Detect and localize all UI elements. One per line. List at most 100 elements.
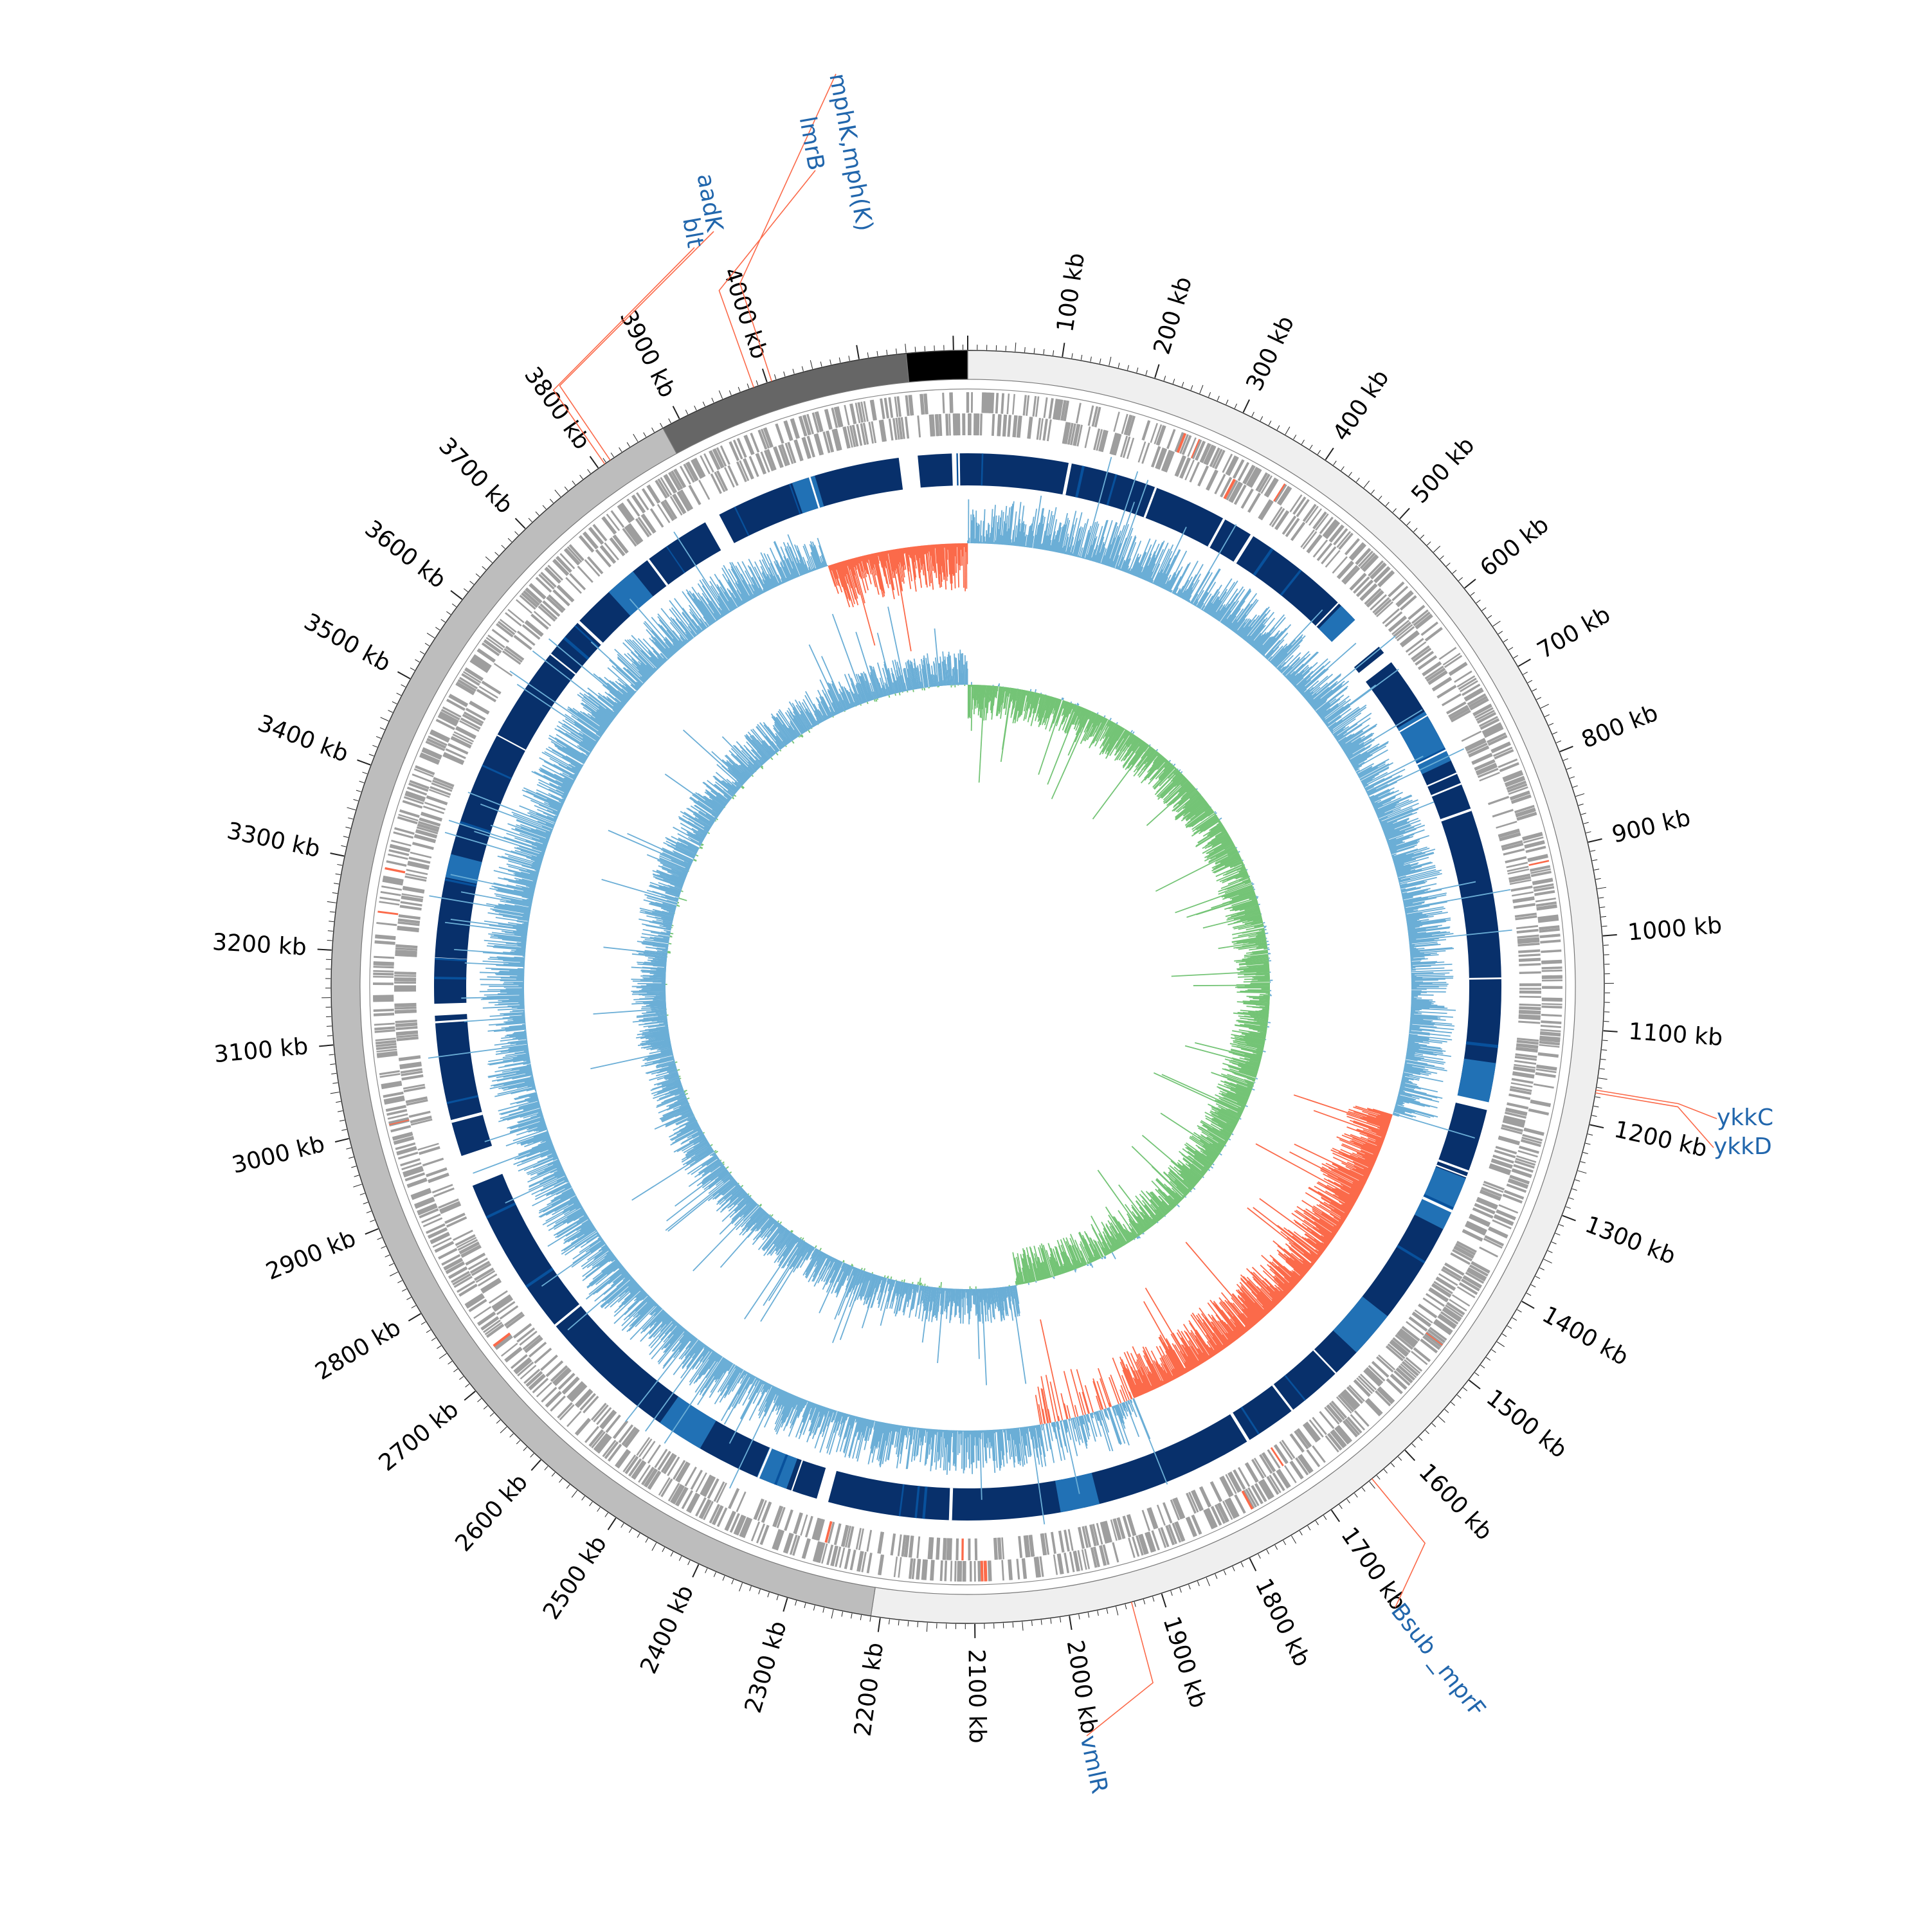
axis-tick <box>1498 631 1503 634</box>
tick-label: 3900 kb <box>615 306 681 402</box>
axis-tick <box>1326 448 1334 460</box>
axis-tick <box>703 402 705 406</box>
blast-identity-ring <box>434 453 1501 1521</box>
feature-mark <box>898 396 900 417</box>
feature-mark <box>1065 1553 1068 1573</box>
feature-mark <box>1036 397 1038 417</box>
feature-mark <box>399 916 421 918</box>
axis-tick <box>343 836 349 838</box>
axis-tick <box>1275 1545 1278 1549</box>
axis-tick <box>777 1595 778 1600</box>
axis-tick <box>1015 343 1016 352</box>
feature-mark <box>1534 1084 1554 1087</box>
axis-tick <box>1323 1515 1326 1520</box>
axis-tick <box>1379 496 1382 500</box>
axis-tick <box>1137 368 1138 373</box>
axis-tick <box>1573 786 1578 788</box>
feature-mark <box>835 1524 840 1545</box>
gc-bar <box>512 1010 525 1011</box>
feature-mark <box>632 496 644 512</box>
axis-tick <box>1566 1207 1571 1209</box>
blast-block-light <box>1055 1473 1100 1512</box>
tick-label: 4000 kb <box>718 264 772 362</box>
feature-mark <box>577 1420 590 1435</box>
feature-mark <box>374 967 394 968</box>
axis-tick <box>1069 1616 1072 1630</box>
axis-tick <box>545 1467 548 1470</box>
axis-tick <box>1155 365 1159 378</box>
axis-tick <box>1041 1620 1042 1625</box>
axis-tick <box>1182 382 1184 387</box>
feature-mark <box>1069 1530 1073 1551</box>
feature-mark <box>923 1559 924 1580</box>
feature-mark <box>1164 1503 1172 1523</box>
feature-mark <box>867 1530 871 1551</box>
axis-tick <box>813 1605 815 1611</box>
axis-tick <box>470 581 474 584</box>
axis-tick <box>360 1193 365 1195</box>
feature-mark <box>889 397 892 418</box>
tick-label: 1200 kb <box>1612 1116 1710 1162</box>
feature-mark <box>714 1506 723 1525</box>
feature-mark <box>611 510 624 527</box>
gc-bar <box>953 1431 954 1452</box>
tick-label: 3100 kb <box>213 1033 309 1068</box>
feature-mark <box>617 1450 629 1467</box>
feature-mark <box>428 1175 449 1182</box>
gc-bar <box>1191 572 1209 604</box>
feature-mark <box>1453 1295 1470 1306</box>
feature-mark <box>1480 1247 1498 1257</box>
axis-tick <box>896 348 897 354</box>
axis-tick <box>1347 1499 1350 1503</box>
tick-label: 1600 kb <box>1413 1459 1498 1546</box>
axis-tick <box>1301 440 1304 444</box>
gc-bar <box>1051 1423 1052 1427</box>
axis-tick <box>381 1246 386 1248</box>
axis-tick <box>660 423 663 428</box>
axis-tick <box>496 1420 500 1423</box>
feature-mark <box>1375 600 1391 615</box>
axis-tick <box>739 1583 743 1591</box>
axis-tick <box>1173 379 1175 384</box>
axis-tick <box>662 1548 665 1552</box>
feature-mark <box>403 887 424 891</box>
tick-label: 2600 kb <box>450 1469 533 1557</box>
gc-bar <box>977 1431 978 1461</box>
gc-bar <box>1411 970 1453 971</box>
axis-tick <box>768 1593 769 1598</box>
axis-tick <box>1486 1357 1490 1360</box>
feature-mark <box>699 480 709 500</box>
feature-mark <box>1249 493 1260 512</box>
axis-tick <box>1555 1233 1560 1235</box>
axis-tick <box>1393 509 1396 512</box>
axis-tick <box>582 1496 585 1500</box>
axis-tick <box>1526 1293 1531 1296</box>
axis-tick <box>1566 768 1571 770</box>
axis-tick <box>482 566 486 570</box>
axis-tick <box>331 853 345 856</box>
feature-mark <box>1168 429 1175 449</box>
axis-tick <box>1334 461 1337 465</box>
feature-mark <box>383 1093 403 1097</box>
feature-mark <box>1201 1486 1210 1506</box>
feature-mark <box>1054 1555 1057 1575</box>
axis-tick <box>1597 1087 1602 1088</box>
feature-mark <box>1518 950 1540 952</box>
tick-label: 3400 kb <box>254 710 352 768</box>
axis-tick <box>1291 1536 1296 1544</box>
axis-tick <box>784 372 785 377</box>
axis-tick <box>319 1045 333 1046</box>
feature-mark <box>1514 1061 1536 1064</box>
axis-tick <box>597 1507 601 1512</box>
feature-mark <box>776 424 783 443</box>
axis-tick <box>898 1620 899 1625</box>
axis-tick <box>1171 1591 1173 1596</box>
feature-mark <box>993 414 994 436</box>
axis-tick <box>619 447 622 452</box>
axis-tick <box>372 745 377 747</box>
feature-mark <box>1085 426 1090 447</box>
axis-tick <box>590 456 599 468</box>
axis-tick <box>1602 1050 1607 1051</box>
axis-tick <box>646 1538 648 1542</box>
feature-mark <box>1199 466 1208 486</box>
